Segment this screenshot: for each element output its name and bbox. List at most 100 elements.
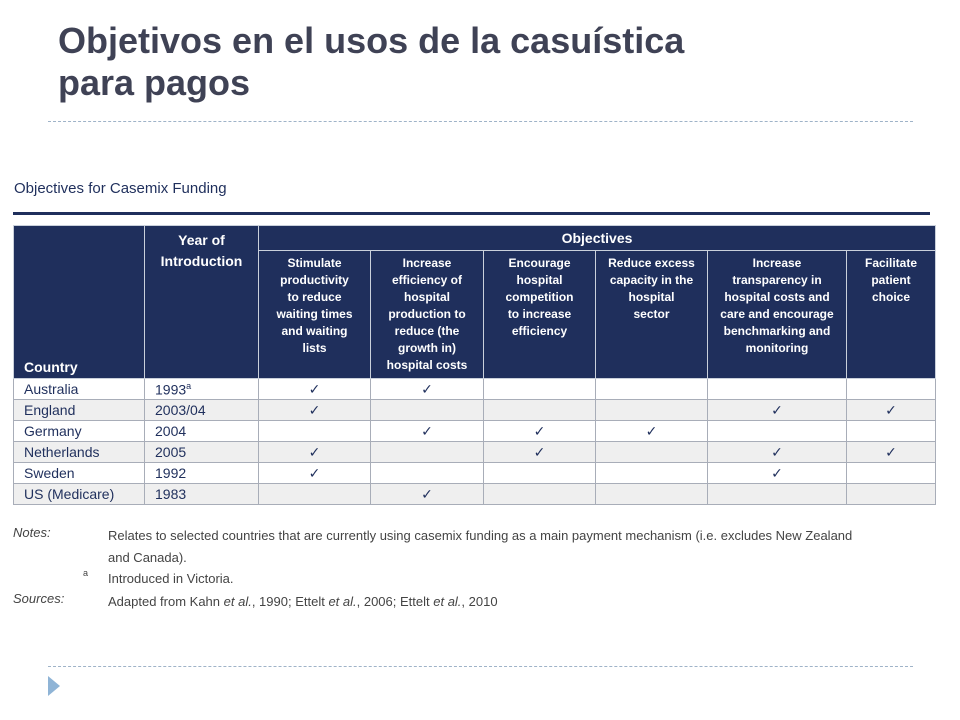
objective-cell: ✓ — [595, 420, 708, 442]
checkmark-icon: ✓ — [308, 380, 321, 397]
objective-header-line: hospital — [628, 290, 675, 304]
country-cell: Australia — [13, 378, 145, 400]
objective-header-line: competition — [505, 290, 574, 304]
checkmark-icon: ✓ — [771, 464, 783, 481]
slide-title: Objetivos en el usos de la casuística pa… — [58, 20, 918, 104]
footnote-text: Introduced in Victoria. — [108, 571, 234, 586]
year-cell: 1983 — [144, 483, 259, 505]
checkmark-icon: ✓ — [308, 464, 321, 481]
country-cell: US (Medicare) — [13, 483, 145, 505]
notes-text: Relates to selected countries that are c… — [108, 525, 938, 569]
sources-part-italic: et al. — [223, 594, 252, 609]
objective-cell — [845, 378, 937, 400]
objective-cell — [595, 483, 708, 505]
checkmark-icon: ✓ — [308, 443, 321, 460]
table-title: Objectives for Casemix Funding — [14, 180, 227, 197]
checkmark-icon: ✓ — [308, 401, 321, 418]
year-value: 1993 — [155, 381, 187, 398]
sources-part: Adapted from Kahn — [108, 594, 224, 609]
objective-cell — [370, 399, 484, 421]
objective-header: Facilitate patient choice — [845, 250, 937, 379]
objective-cell — [845, 420, 937, 442]
objective-header-line: and waiting — [281, 324, 348, 338]
checkmark-icon: ✓ — [885, 443, 897, 460]
objective-cell: ✓ — [258, 378, 371, 400]
year-value: 2005 — [155, 444, 187, 460]
objective-header: Increase efficiency of hospital production … — [370, 250, 484, 379]
objective-header-line: care and encourage — [720, 307, 834, 321]
table-row: Netherlands 2005 ✓ ✓ ✓ ✓ — [13, 441, 937, 463]
objective-cell — [595, 378, 708, 400]
objective-cell — [707, 483, 847, 505]
country-cell: Sweden — [13, 462, 145, 484]
objective-cell — [483, 378, 596, 400]
objective-cell: ✓ — [707, 399, 847, 421]
bottom-divider — [48, 666, 913, 667]
objective-header-line: hospital — [516, 273, 563, 287]
objective-header-line: transparency in — [732, 273, 822, 287]
country-header: Country — [13, 225, 145, 379]
objective-header-line: Stimulate — [287, 256, 342, 270]
objective-header-line: benchmarking and — [723, 324, 831, 338]
year-cell: 2005 — [144, 441, 259, 463]
country-cell: England — [13, 399, 145, 421]
objective-cell: ✓ — [845, 441, 937, 463]
objective-cell: ✓ — [370, 378, 484, 400]
objective-header-line: sector — [633, 307, 670, 321]
objective-header-line: efficiency of — [391, 273, 463, 287]
notes-line-1: Relates to selected countries that are c… — [108, 528, 853, 543]
table-title-rule — [13, 212, 930, 215]
sources-part: , 2010 — [461, 594, 498, 609]
objective-header-line: patient — [871, 273, 911, 287]
objective-header-line: monitoring — [745, 341, 809, 355]
table-row: Sweden 1992 ✓ ✓ — [13, 462, 937, 484]
header-row-2: Stimulate productivity to reduce waiting ti… — [14, 250, 937, 379]
objective-cell — [845, 462, 937, 484]
objectives-header: Objectives — [257, 225, 937, 251]
objective-cell: ✓ — [483, 441, 596, 463]
year-value: 2003/04 — [155, 402, 206, 418]
objective-header: Increase transparency in hospital costs an… — [707, 250, 847, 379]
checkmark-icon: ✓ — [771, 401, 783, 418]
objective-header-line: Facilitate — [864, 256, 918, 270]
checkmark-icon: ✓ — [533, 443, 546, 460]
top-divider — [48, 121, 913, 122]
objective-cell — [595, 441, 708, 463]
objective-cell — [595, 462, 708, 484]
sources-label: Sources: — [13, 591, 65, 606]
table-row: Germany 2004 ✓ ✓ ✓ — [13, 420, 937, 442]
table-body: Australia 1993a ✓ ✓ England 2003/04 ✓ ✓ ✓ Germany… — [13, 378, 937, 505]
objective-header-line: production to — [388, 307, 466, 321]
notes-line-2: and Canada). — [108, 550, 187, 565]
objective-header: Encourage hospital competition to increase e… — [483, 250, 596, 379]
objective-cell: ✓ — [707, 441, 847, 463]
objective-cell: ✓ — [370, 420, 484, 442]
objective-cell — [707, 378, 847, 400]
objective-header-line: hospital — [403, 290, 450, 304]
objective-cell — [707, 420, 847, 442]
checkmark-icon: ✓ — [421, 485, 433, 502]
checkmark-icon: ✓ — [421, 380, 433, 397]
objective-cell — [370, 441, 484, 463]
year-cell: 1993a — [144, 378, 259, 400]
objective-header-line: Encourage — [508, 256, 571, 270]
table-row: England 2003/04 ✓ ✓ ✓ — [13, 399, 937, 421]
objective-header-line: to reduce — [287, 290, 342, 304]
objective-header-line: waiting times — [276, 307, 353, 321]
objective-cell: ✓ — [258, 399, 371, 421]
objective-header-line: capacity in the — [609, 273, 694, 287]
country-cell: Netherlands — [13, 441, 145, 463]
objective-cell: ✓ — [707, 462, 847, 484]
year-header: Year of Introduction — [144, 225, 259, 379]
objective-cell — [258, 420, 371, 442]
objective-header: Stimulate productivity to reduce waiting ti… — [258, 250, 371, 379]
checkmark-icon: ✓ — [645, 422, 658, 439]
objective-header-line: Increase — [402, 256, 452, 270]
checkmark-icon: ✓ — [533, 422, 546, 439]
notes-label: Notes: — [13, 525, 51, 540]
sources-part-italic: et al. — [328, 594, 357, 609]
sources-part: , 1990; Ettelt — [251, 594, 329, 609]
objective-header-line: efficiency — [511, 324, 568, 338]
year-cell: 1992 — [144, 462, 259, 484]
checkmark-icon: ✓ — [771, 443, 783, 460]
